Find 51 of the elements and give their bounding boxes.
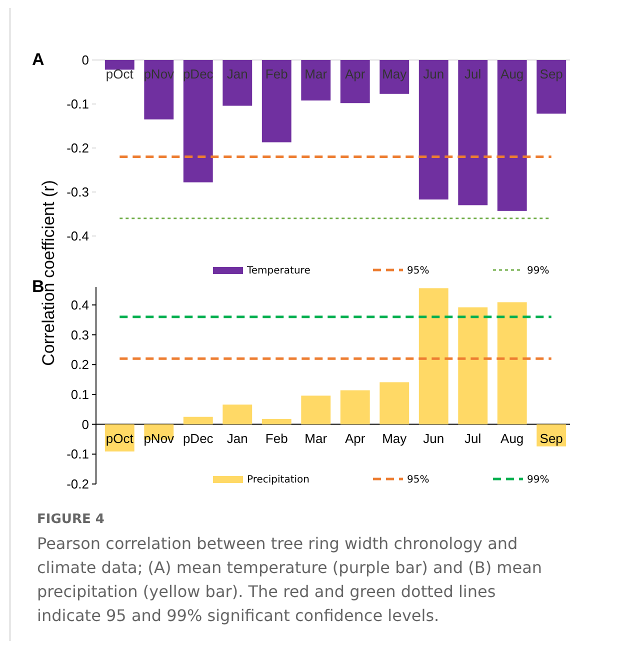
x-tick-label: Jun [423,430,444,446]
y-tick-label: 0.4 [70,297,89,312]
chart-title: A [32,50,44,69]
x-tick-label: Feb [265,430,288,446]
legend-label: Temperature [246,266,310,276]
x-tick-label: Apr [345,66,366,82]
y-tick-label: -0.3 [66,184,89,200]
bar [418,288,448,424]
y-tick-label: 0.2 [70,357,89,372]
x-tick-label: Mar [304,66,328,82]
bar [458,307,488,424]
y-tick-label: 0 [82,52,89,68]
x-tick-label: Apr [345,430,366,446]
text: Pearson correlation between tree ring width chronology and climate data; (A) mean temperature (purple bar) and (B) mean precipitation (yellow bar). The red and green dotted lines indicate 95 and 99% significant confidence levels. [37,534,542,625]
x-tick-label: Jan [226,430,248,446]
bar [497,302,527,424]
x-tick-label: Aug [500,66,524,82]
y-tick-label: -0.2 [66,140,89,156]
x-tick-label: Jan [226,66,248,82]
x-tick-label: pOct [106,430,134,446]
legend-label: 99% [527,474,550,486]
y-tick-label: 0.1 [70,387,89,402]
x-tick-label: Mar [304,430,328,446]
x-tick-label: May [382,66,408,82]
x-tick-label: Jul [464,430,482,446]
bar [222,404,252,424]
y-tick-label: -0.1 [66,446,89,462]
bar [380,382,410,424]
y-tick-label: -0.1 [66,96,89,112]
x-tick-label: Feb [265,66,288,82]
y-tick-label: 0 [82,416,89,432]
x-tick-label: Aug [500,430,524,446]
legend-label: 95% [407,474,430,486]
x-tick-label: pOct [106,66,134,82]
y-tick-label: 0.3 [70,327,89,342]
x-tick-label: Jul [464,66,482,82]
bar [262,418,292,424]
x-tick-label: Jun [423,66,444,82]
x-tick-label: May [382,430,408,446]
legend-label: 95% [407,266,430,276]
x-tick-label: Sep [540,430,563,446]
caption: FIGURE 4 [37,512,104,527]
bar [301,396,331,424]
bar [183,416,213,424]
x-tick-label: Sep [540,66,563,82]
bar [340,390,370,424]
legend-label: Precipitation [247,474,310,486]
legend-label: 99% [527,266,550,276]
x-tick-label: pDec [182,430,214,446]
y-tick-label: -0.4 [66,228,89,244]
y-tick-label: -0.2 [66,476,89,492]
